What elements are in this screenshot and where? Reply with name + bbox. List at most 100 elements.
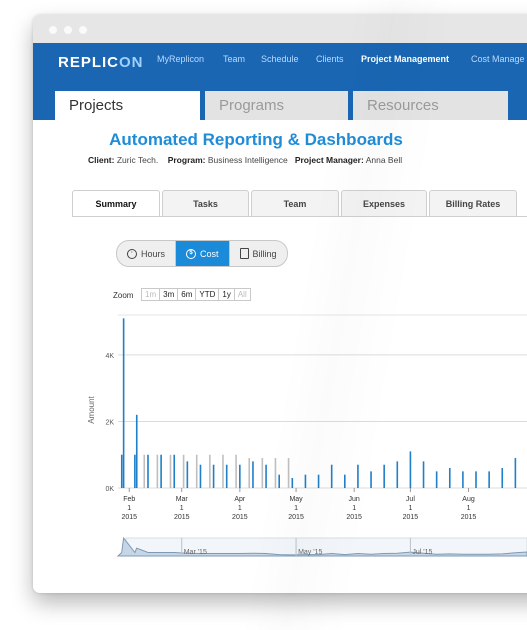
x-tick-label: 1 [294, 505, 298, 512]
x-tick-label: 1 [127, 505, 131, 512]
chart-bar [222, 454, 224, 488]
document-icon [239, 248, 249, 259]
hours-label: Hours [141, 248, 166, 259]
client-label: Client: [88, 155, 115, 165]
zoom-ytd-button[interactable]: YTD [196, 289, 220, 300]
tab-resources[interactable]: Resources [353, 91, 508, 120]
x-tick-label: Mar [176, 496, 189, 503]
y-tick-label: 0K [105, 486, 114, 493]
chart-bar [195, 454, 198, 488]
chart-bar [120, 454, 123, 488]
chart-bar [344, 474, 346, 488]
nav-link-project-management[interactable]: Project Management [361, 54, 450, 64]
chart-bar [182, 454, 185, 488]
navigator-label: Jul '15 [412, 549, 432, 556]
chart-bar [488, 471, 490, 488]
x-tick-label: 1 [238, 505, 242, 512]
billing-label: Billing [252, 248, 277, 259]
chart-bar [209, 454, 211, 488]
subtab-summary[interactable]: Summary [72, 190, 160, 217]
x-tick-label: 2015 [174, 514, 190, 521]
x-tick-label: Jul [406, 496, 415, 503]
tab-projects[interactable]: Projects [55, 91, 200, 120]
chart-bar [435, 471, 438, 488]
zoom-all-button[interactable]: All [237, 290, 247, 299]
tab-programs[interactable]: Programs [205, 91, 348, 120]
subtab-tasks[interactable]: Tasks [162, 190, 249, 216]
chart-bar [514, 458, 517, 488]
y-tick-label: 2K [105, 419, 114, 426]
chart-bar [186, 461, 189, 488]
client-value: Zuric Tech. [116, 155, 159, 165]
chart-bar [239, 464, 241, 488]
range-navigator[interactable]: Mar '15 May '15 Jul '15 [116, 536, 527, 557]
cost-label: Cost [200, 248, 219, 259]
maximize-window-icon[interactable] [79, 26, 87, 34]
chart-bar [265, 464, 267, 488]
nav-link-myreplicon[interactable]: MyReplicon [157, 54, 205, 64]
replicon-logo[interactable]: REPLICON [58, 54, 144, 71]
x-tick-label: 1 [467, 505, 471, 512]
chart-bar [330, 464, 333, 488]
x-tick-label: May [289, 496, 303, 503]
chart-bar [261, 458, 264, 488]
chart-bars[interactable] [120, 318, 517, 488]
chart-bar [370, 471, 372, 488]
metric-toggle: · Hours $ Cost Billing [116, 240, 288, 267]
chart-bar [225, 464, 228, 488]
y-axis-ticks: 0K 2K 4K [105, 353, 114, 493]
chart-bar [448, 468, 451, 488]
nav-link-cost-management[interactable]: Cost Manage [471, 54, 525, 64]
dollar-icon: $ [186, 248, 197, 259]
chart-bar [147, 454, 149, 488]
chart-bar [134, 454, 136, 488]
chart-bar [212, 464, 215, 488]
subtab-expenses[interactable]: Expenses [341, 190, 427, 216]
chart-bar [317, 474, 320, 488]
chart-bar [122, 318, 125, 488]
zoom-6m-button[interactable]: 6m [178, 289, 197, 300]
chart-bar [287, 458, 290, 488]
navigator-area [116, 536, 527, 557]
chart-bar [357, 464, 359, 488]
zoom-label: Zoom [113, 291, 134, 300]
cost-toggle-button[interactable]: $ Cost [175, 241, 229, 266]
nav-link-team[interactable]: Team [223, 54, 246, 64]
chart-bar [135, 414, 138, 488]
chart-bar [160, 454, 162, 488]
chart-bar [248, 458, 251, 488]
subtab-billing-rates[interactable]: Billing Rates [429, 190, 517, 216]
chart-bar [274, 458, 277, 488]
x-tick-label: 2015 [461, 514, 477, 521]
chart-bar [143, 454, 146, 488]
chart-bar [199, 464, 202, 488]
manager-label: Project Manager: [294, 155, 364, 165]
window-titlebar [33, 15, 527, 43]
zoom-buttons: 1m 3m 6m YTD 1y All [141, 288, 251, 301]
nav-link-schedule[interactable]: Schedule [261, 54, 299, 64]
subtab-team[interactable]: Team [251, 190, 339, 216]
chart-bar [304, 474, 307, 488]
minimize-window-icon[interactable] [64, 26, 72, 34]
top-navbar: REPLICON MyReplicon Team Schedule Client… [33, 43, 527, 120]
chart-gridlines [118, 314, 527, 489]
chart-bar [169, 454, 172, 488]
program-value: Business Intelligence [207, 155, 288, 165]
chart-bar [291, 478, 294, 488]
x-tick-label: 1 [352, 505, 356, 512]
close-window-icon[interactable] [49, 26, 57, 34]
billing-toggle-button[interactable]: Billing [228, 241, 287, 266]
manager-value: Anna Bell [365, 155, 403, 165]
chart-bar [422, 461, 425, 488]
zoom-1y-button[interactable]: 1y [219, 289, 235, 300]
subtabs-divider [72, 216, 527, 217]
zoom-1m-button[interactable]: 1m [142, 289, 161, 300]
project-meta: Client: Zuric Tech. Program: Business In… [88, 155, 402, 165]
zoom-3m-button[interactable]: 3m [160, 289, 179, 300]
navigator-label: May '15 [298, 549, 322, 556]
x-tick-label: Aug [462, 496, 475, 503]
hours-toggle-button[interactable]: · Hours [117, 241, 175, 266]
x-tick-label: 2015 [288, 514, 304, 521]
nav-link-clients[interactable]: Clients [316, 54, 344, 64]
clock-icon: · [127, 248, 137, 259]
